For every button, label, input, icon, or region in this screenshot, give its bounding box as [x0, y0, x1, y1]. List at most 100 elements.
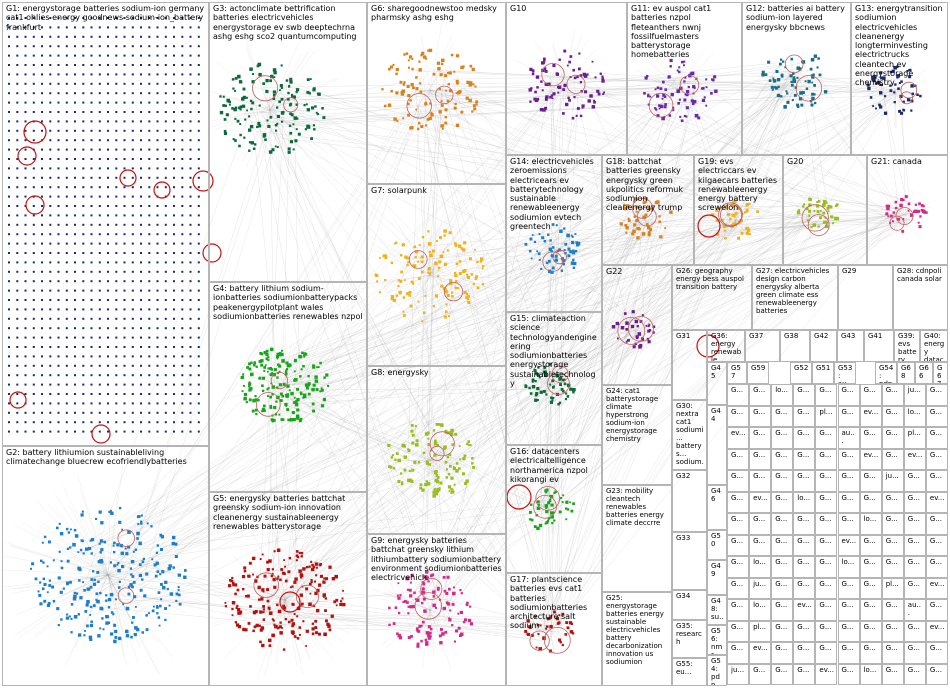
node-G1	[98, 17, 101, 19]
group-label-G10: G10	[510, 4, 527, 13]
edge-line	[262, 225, 830, 581]
node-G1	[156, 54, 159, 57]
node-G2	[177, 573, 181, 577]
node-G3	[219, 95, 222, 98]
node-G1	[41, 346, 43, 348]
edge-line	[280, 208, 810, 594]
node-G1	[32, 223, 35, 226]
node-G2	[146, 522, 149, 525]
group-label-G20: G20	[787, 157, 804, 166]
node-G1	[189, 195, 192, 198]
edge-line	[278, 363, 545, 640]
small-group-cell: G...	[903, 470, 926, 492]
node-G2	[168, 564, 172, 568]
edge-line	[417, 79, 686, 438]
edge-line	[656, 89, 681, 97]
node-G1	[164, 111, 167, 113]
node-G1	[123, 158, 126, 160]
node-G2	[121, 528, 124, 531]
node-G1	[173, 101, 175, 104]
node-G1	[148, 252, 151, 254]
node-G2	[184, 569, 187, 572]
node-G1	[74, 54, 76, 57]
edge-line	[385, 609, 431, 649]
node-G2	[117, 586, 121, 589]
node-G1	[107, 299, 109, 301]
node-G1	[82, 252, 85, 254]
node-G1	[181, 45, 184, 48]
node-G1	[140, 336, 142, 339]
edge-line	[544, 92, 797, 620]
node-G1	[115, 233, 118, 236]
node-G2	[106, 615, 109, 619]
group-label-G26: G26: geography energy bess auspol transi…	[676, 267, 744, 291]
edge-line	[429, 89, 466, 122]
node-G1	[8, 411, 10, 414]
node-G1	[173, 411, 175, 414]
edge-line	[558, 521, 561, 620]
edge-line	[121, 394, 299, 555]
small-group-cell: G...	[925, 427, 948, 449]
edge-line	[434, 96, 584, 592]
edge-line	[100, 334, 630, 567]
edge-line	[421, 93, 426, 457]
node-G1	[156, 261, 159, 264]
node-G2	[66, 547, 70, 550]
small-group-cell-label: G...	[907, 579, 920, 588]
node-G1	[65, 289, 68, 292]
node-G1	[57, 17, 60, 19]
edge-line	[79, 532, 109, 576]
node-G1	[41, 402, 43, 405]
node-G2	[52, 559, 55, 562]
node-G1	[16, 82, 19, 85]
node-G1	[148, 214, 151, 217]
edge-line	[543, 84, 566, 116]
edge-line	[533, 40, 566, 86]
node-G1	[57, 167, 60, 170]
group-box-G56: G55: eu...	[672, 658, 707, 686]
node-G1	[49, 223, 52, 226]
node-G1	[156, 186, 159, 189]
node-G2	[56, 607, 60, 611]
group-box-G36: G36: energy renewable battery	[707, 330, 745, 362]
node-G1	[16, 355, 19, 358]
node-G1	[148, 167, 151, 170]
edge-line	[781, 70, 894, 91]
edge-line	[284, 599, 358, 629]
group-box-G19: G19: evs electriccars ev kilgaecars batt…	[694, 155, 783, 265]
node-G1	[181, 355, 184, 358]
node-G1	[197, 346, 200, 348]
node-G1	[123, 299, 126, 301]
node-G3	[305, 103, 308, 106]
node-G1	[16, 383, 19, 386]
node-G3	[252, 147, 256, 150]
node-G2	[116, 563, 119, 566]
group-label-G9: G9: energysky batteries battchat greensk…	[371, 536, 502, 583]
node-G3	[234, 117, 237, 120]
highlight-ring	[23, 120, 47, 144]
node-G2	[141, 578, 144, 581]
node-G1	[74, 17, 76, 19]
edge-line	[269, 109, 282, 175]
node-G1	[164, 364, 167, 367]
small-group-cell: G...	[815, 427, 838, 449]
node-G2	[41, 587, 45, 591]
edge-line	[543, 232, 637, 396]
node-G1	[41, 17, 43, 19]
node-G1	[115, 35, 118, 38]
node-G2	[95, 517, 98, 520]
node-G1	[65, 252, 68, 254]
node-G2	[113, 564, 117, 568]
edge-line	[422, 201, 431, 276]
node-G2	[174, 555, 178, 559]
small-group-cell: G...	[793, 384, 816, 406]
edge-line	[261, 113, 540, 633]
edge-line	[269, 109, 290, 174]
node-G1	[197, 92, 200, 95]
edge-line	[577, 97, 737, 227]
small-group-cell: G...	[925, 470, 948, 492]
node-G2	[56, 526, 59, 530]
node-G1	[156, 252, 159, 254]
small-group-cell: G...	[815, 556, 838, 578]
node-G1	[181, 17, 184, 19]
